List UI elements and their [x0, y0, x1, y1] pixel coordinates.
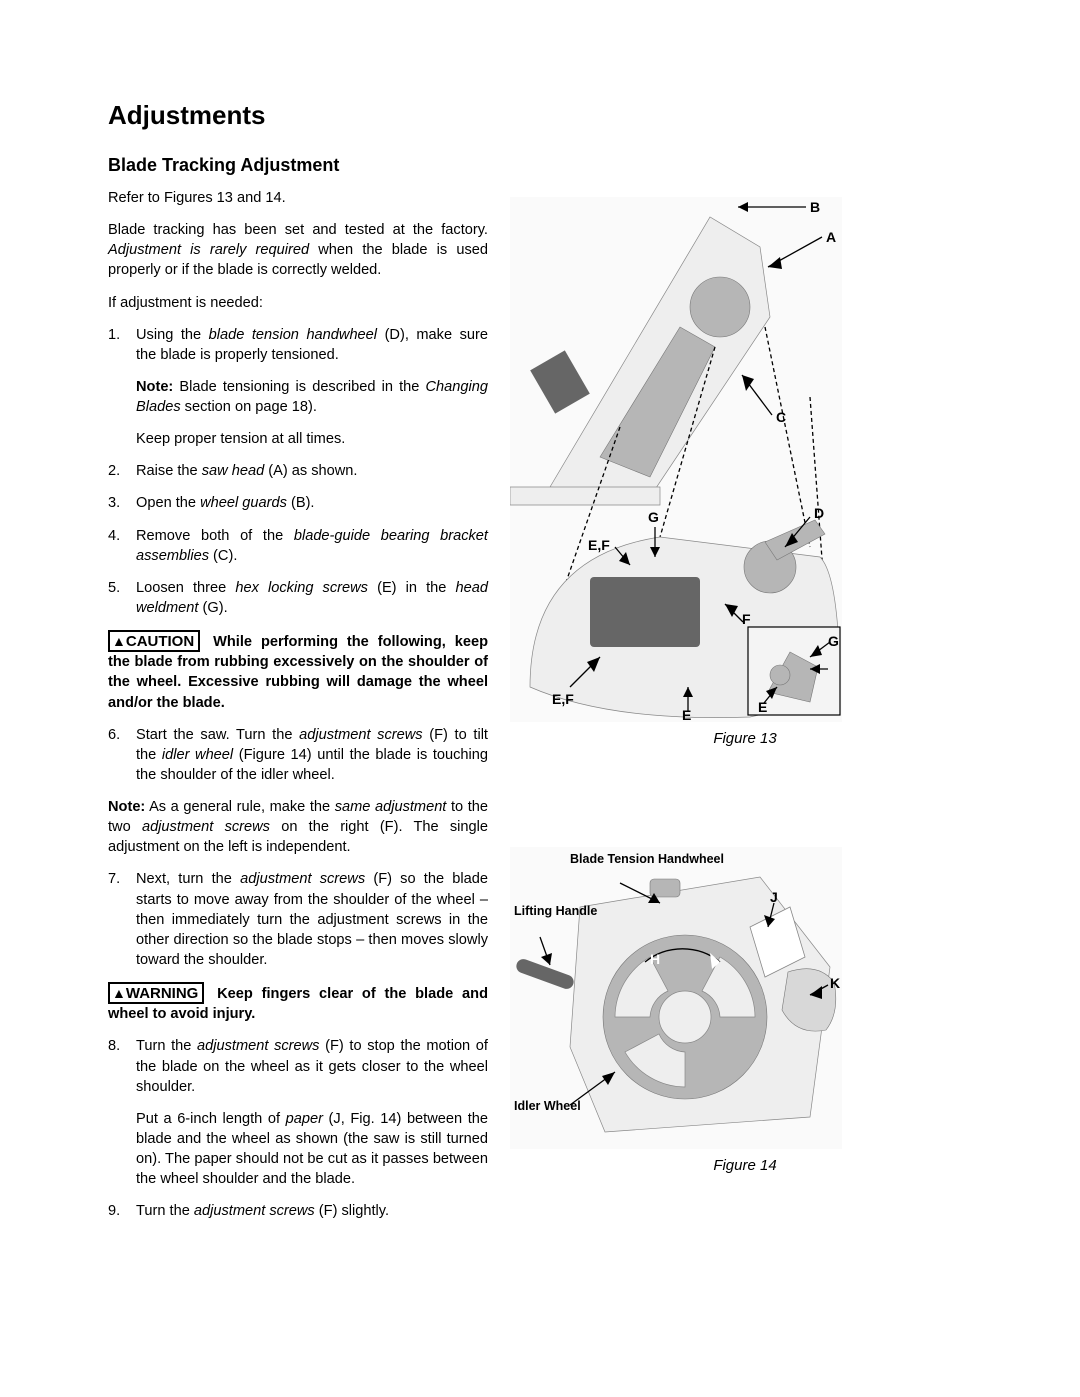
text: (B).	[287, 495, 315, 511]
label-G-top: G	[648, 509, 659, 525]
figure-13-image: B A C D G E,F E,F E F E G	[510, 197, 842, 722]
label-G-inset: G	[828, 633, 839, 649]
caution-label: CAUTION	[126, 633, 194, 650]
figure-13-caption: Figure 13	[510, 730, 980, 747]
text: Start the saw. Turn the	[136, 727, 299, 743]
steps-list-cont1: Start the saw. Turn the adjustment screw…	[108, 725, 488, 785]
text-italic: Adjustment is rarely required	[108, 242, 309, 258]
figure-14: Blade Tension Handwheel Lifting Handle I…	[510, 847, 980, 1174]
label-C: C	[776, 409, 786, 425]
label-lifting-handle: Lifting Handle	[514, 905, 597, 918]
label-A: A	[826, 229, 836, 245]
figure-14-caption: Figure 14	[510, 1157, 980, 1174]
text-italic: adjustment screws	[197, 1038, 319, 1054]
text: As a general rule, make the	[145, 799, 334, 815]
text-column: Blade Tracking Adjustment Refer to Figur…	[108, 155, 488, 1233]
note-label: Note:	[136, 379, 173, 395]
label-E-inset: E	[758, 699, 767, 715]
steps-list: Using the blade tension handwheel (D), m…	[108, 325, 488, 618]
intro-if-needed: If adjustment is needed:	[108, 293, 488, 313]
text-italic: idler wheel	[162, 747, 233, 763]
text: Turn the	[136, 1038, 197, 1054]
intro-factory: Blade tracking has been set and tested a…	[108, 220, 488, 280]
text: Remove both of the	[136, 528, 294, 544]
warning-callout: ▲WARNING Keep fingers clear of the blade…	[108, 982, 488, 1024]
figure-13-svg	[510, 197, 842, 722]
figure-13: B A C D G E,F E,F E F E G Figure 13	[510, 197, 980, 747]
label-E-bottom: E	[682, 707, 691, 722]
steps-list-cont3: Turn the adjustment screws (F) to stop t…	[108, 1036, 488, 1221]
caution-badge: ▲CAUTION	[108, 630, 200, 652]
text: Next, turn the	[136, 871, 240, 887]
text: (G).	[198, 600, 227, 616]
warning-triangle-icon: ▲	[112, 985, 126, 1001]
text-italic: adjustment screws	[194, 1203, 315, 1219]
step-5: Loosen three hex locking screws (E) in t…	[108, 578, 488, 618]
label-B: B	[810, 199, 820, 215]
text: Blade tensioning is described in the	[173, 379, 425, 395]
label-K: K	[830, 975, 840, 991]
label-J: J	[770, 889, 778, 905]
text-italic: wheel guards	[200, 495, 287, 511]
figure-14-image: Blade Tension Handwheel Lifting Handle I…	[510, 847, 842, 1149]
label-EF-top: E,F	[588, 537, 610, 553]
step-2: Raise the saw head (A) as shown.	[108, 461, 488, 481]
step-1: Using the blade tension handwheel (D), m…	[108, 325, 488, 450]
label-D: D	[814, 505, 824, 521]
note-label: Note:	[108, 799, 145, 815]
step-4: Remove both of the blade-guide bearing b…	[108, 526, 488, 566]
two-column-layout: Blade Tracking Adjustment Refer to Figur…	[108, 155, 980, 1233]
warning-badge: ▲WARNING	[108, 982, 204, 1004]
warning-triangle-icon: ▲	[112, 633, 126, 649]
intro-refer: Refer to Figures 13 and 14.	[108, 188, 488, 208]
page-title: Adjustments	[108, 100, 980, 131]
text: Blade tracking has been set and tested a…	[108, 222, 488, 238]
warning-label: WARNING	[126, 985, 199, 1002]
text-italic: adjustment screws	[240, 871, 365, 887]
label-F: F	[742, 611, 751, 627]
step-1-keep: Keep proper tension at all times.	[136, 429, 488, 449]
text: (F) slightly.	[315, 1203, 389, 1219]
label-idler-wheel: Idler Wheel	[514, 1099, 581, 1113]
text: (E) in the	[368, 580, 456, 596]
section-heading: Blade Tracking Adjustment	[108, 155, 488, 176]
text: Raise the	[136, 463, 202, 479]
text-italic: saw head	[202, 463, 264, 479]
caution-callout: ▲CAUTION While performing the following,…	[108, 630, 488, 713]
step-7: Next, turn the adjustment screws (F) so …	[108, 869, 488, 970]
step-6: Start the saw. Turn the adjustment screw…	[108, 725, 488, 785]
text: Loosen three	[136, 580, 235, 596]
step-8: Turn the adjustment screws (F) to stop t…	[108, 1036, 488, 1189]
text: Using the	[136, 327, 209, 343]
figure-column: B A C D G E,F E,F E F E G Figure 13	[510, 155, 980, 1233]
step-8-sub: Put a 6-inch length of paper (J, Fig. 14…	[136, 1109, 488, 1190]
general-note: Note: As a general rule, make the same a…	[108, 797, 488, 857]
text: (A) as shown.	[264, 463, 357, 479]
text-italic: adjustment screws	[299, 727, 422, 743]
steps-list-cont2: Next, turn the adjustment screws (F) so …	[108, 869, 488, 970]
step-9: Turn the adjustment screws (F) slightly.	[108, 1201, 488, 1221]
step-3: Open the wheel guards (B).	[108, 493, 488, 513]
text-italic: hex locking screws	[235, 580, 368, 596]
text-italic: paper	[286, 1111, 323, 1127]
text: Turn the	[136, 1203, 194, 1219]
text: Open the	[136, 495, 200, 511]
step-1-note: Note: Blade tensioning is described in t…	[136, 377, 488, 417]
text-italic: adjustment screws	[142, 819, 270, 835]
label-H: H	[650, 951, 660, 967]
label-blade-tension: Blade Tension Handwheel	[570, 853, 724, 866]
text-italic: same adjustment	[335, 799, 447, 815]
text: section on page 18).	[181, 399, 317, 415]
text: (C).	[209, 548, 237, 564]
label-EF-bottom: E,F	[552, 691, 574, 707]
text: Put a 6-inch length of	[136, 1111, 286, 1127]
text-italic: blade tension handwheel	[209, 327, 377, 343]
